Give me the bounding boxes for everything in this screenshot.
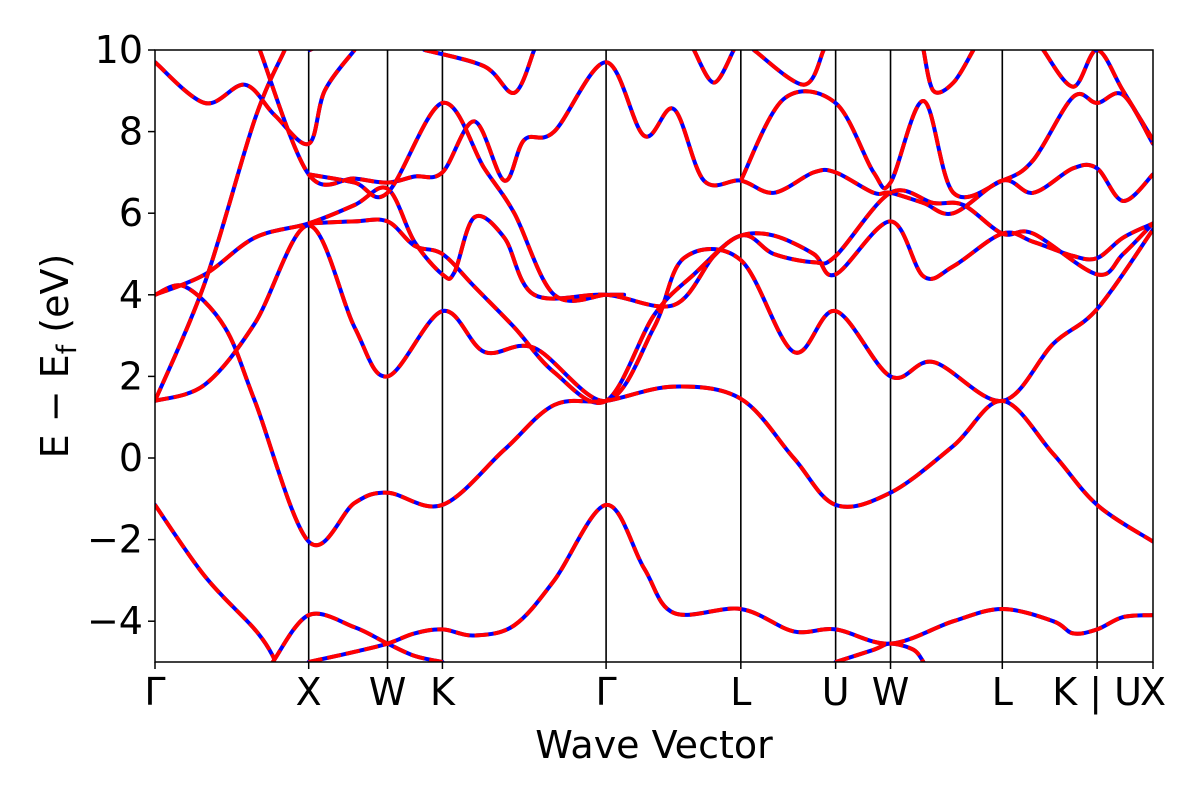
band-line-red [308,188,1153,405]
x-tick-label: U [822,670,850,714]
y-axis-label: E − Ef (eV) [33,254,83,459]
band-line-red [257,50,1153,216]
y-axis-label-main: E − E [33,354,77,458]
y-ticks: 10 8 6 4 2 0 −2 −4 [87,28,155,643]
band-line-red [1041,50,1153,141]
y-tick-label: 4 [119,273,143,317]
band-line-blue [307,50,315,52]
band-line-red [155,223,1153,403]
y-tick-label: 6 [119,191,143,235]
band-line-red [921,50,976,95]
band-line-red [155,50,357,147]
y-tick-label: −4 [87,599,143,643]
x-axis-label: Wave Vector [535,723,773,767]
plot-frame [154,49,1154,663]
y-tick-label: 2 [119,354,143,398]
y-axis-label-unit: (eV) [33,254,77,345]
band-line-red [271,611,443,662]
x-tick-label: W [872,670,910,714]
y-tick-label: 10 [95,28,143,72]
y-axis-label-subscript: f [52,343,83,354]
band-line-red [155,50,287,402]
band-line-red [308,502,1153,662]
x-tick-label: W [369,670,407,714]
bands [155,50,1153,662]
x-tick-label: K | U [1052,670,1142,715]
y-tick-label: −2 [87,518,143,562]
band-line-red [752,50,826,87]
band-line-red [692,50,736,85]
plot-background [155,50,1153,662]
y-tick-label: 0 [119,436,143,480]
x-tick-label: Γ [596,670,617,714]
band-line-red [309,50,315,52]
x-tick-label: X [296,670,322,714]
x-tick-label: X [1140,670,1166,714]
band-line-red [423,50,537,95]
band-line-red [835,641,926,662]
band-line-red [308,100,625,303]
x-tick-label: L [730,670,751,714]
x-tick-label: K [430,670,456,714]
band-line-red [739,89,1153,200]
band-line-red [155,283,1153,547]
x-tick-label: L [992,670,1013,714]
y-tick-label: 8 [119,110,143,154]
kpoint-lines [307,50,1098,662]
x-tick-label: Γ [144,670,165,714]
